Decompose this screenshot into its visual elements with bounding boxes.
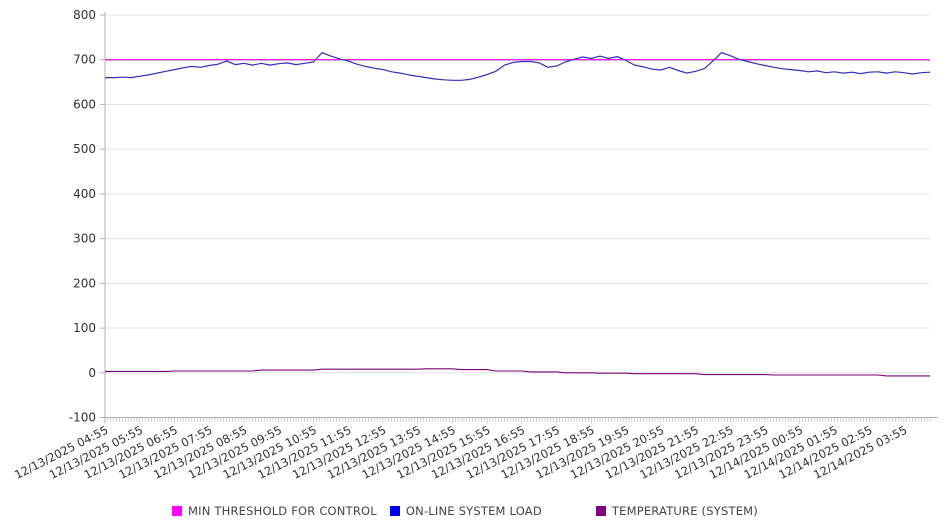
y-axis-label: 400 xyxy=(73,187,96,201)
y-axis-label: -100 xyxy=(69,411,96,425)
line-chart: 8007006005004003002001000-10012/13/2025 … xyxy=(12,8,938,482)
legend-item-min-threshold: MIN THRESHOLD FOR CONTROL xyxy=(172,504,377,518)
load-line xyxy=(105,51,931,81)
legend-label-system-load: ON-LINE SYSTEM LOAD xyxy=(405,504,542,518)
legend-label-temperature: TEMPERATURE (SYSTEM) xyxy=(611,504,758,518)
legend-item-system-load: ON-LINE SYSTEM LOAD xyxy=(389,504,542,518)
y-axis-label: 500 xyxy=(73,142,96,156)
legend: MIN THRESHOLD FOR CONTROL ON-LINE SYSTEM… xyxy=(0,502,946,520)
legend-swatch-system-load xyxy=(389,506,400,516)
y-axis-label: 800 xyxy=(73,8,96,22)
legend-swatch-min-threshold xyxy=(172,506,182,516)
y-axis-label: 700 xyxy=(73,53,96,67)
legend-swatch-temperature xyxy=(595,506,606,516)
temperature-line xyxy=(105,368,930,377)
y-axis-label: 200 xyxy=(73,276,96,290)
y-axis-label: 0 xyxy=(88,366,96,380)
y-axis-label: 300 xyxy=(73,232,96,246)
legend-item-temperature: TEMPERATURE (SYSTEM) xyxy=(595,504,758,518)
y-axis-label: 100 xyxy=(73,321,96,335)
legend-label-min-threshold: MIN THRESHOLD FOR CONTROL xyxy=(188,504,377,518)
y-axis-label: 600 xyxy=(73,97,96,111)
